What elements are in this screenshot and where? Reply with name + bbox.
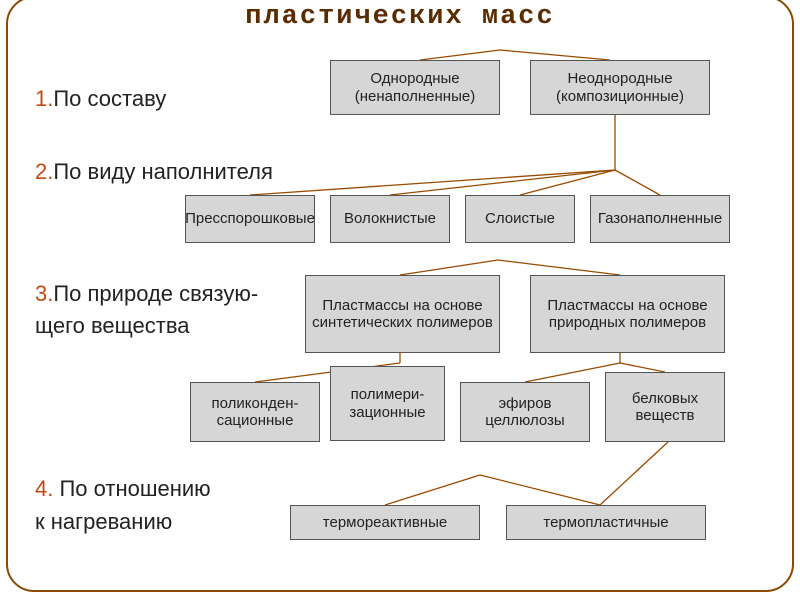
node-b3d: полимери- зационные bbox=[330, 366, 445, 441]
section-3-label-b: щего вещества bbox=[35, 312, 190, 340]
section-1-num: 1. bbox=[35, 86, 53, 111]
section-1-label: 1.По составу bbox=[35, 85, 166, 113]
node-b4a: термореактивные bbox=[290, 505, 480, 540]
node-b2c: Слоистые bbox=[465, 195, 575, 243]
node-b3b: Пластмассы на основе природных полимеров bbox=[530, 275, 725, 353]
node-b1a: Однородные (ненаполненные) bbox=[330, 60, 500, 115]
node-b3e: эфиров целлюлозы bbox=[460, 382, 590, 442]
section-3-num: 3. bbox=[35, 281, 53, 306]
node-b3a: Пластмассы на основе синтетических полим… bbox=[305, 275, 500, 353]
node-b4b: термопластичные bbox=[506, 505, 706, 540]
node-b1b: Неоднородные (композиционные) bbox=[530, 60, 710, 115]
node-b3c: поликонден- сационные bbox=[190, 382, 320, 442]
slide-title: пластических масс bbox=[0, 2, 800, 32]
node-b2b: Волокнистые bbox=[330, 195, 450, 243]
section-4-label-a: 4. По отношению bbox=[35, 475, 211, 503]
node-b2a: Пресспорошковые bbox=[185, 195, 315, 243]
node-b2d: Газонаполненные bbox=[590, 195, 730, 243]
section-2-num: 2. bbox=[35, 159, 53, 184]
section-3-label-a: 3.По природе связую- bbox=[35, 280, 258, 308]
section-2-label: 2.По виду наполнителя bbox=[35, 158, 273, 186]
section-4-label-b: к нагреванию bbox=[35, 508, 172, 536]
section-4-num: 4. bbox=[35, 476, 53, 501]
node-b3f: белковых веществ bbox=[605, 372, 725, 442]
